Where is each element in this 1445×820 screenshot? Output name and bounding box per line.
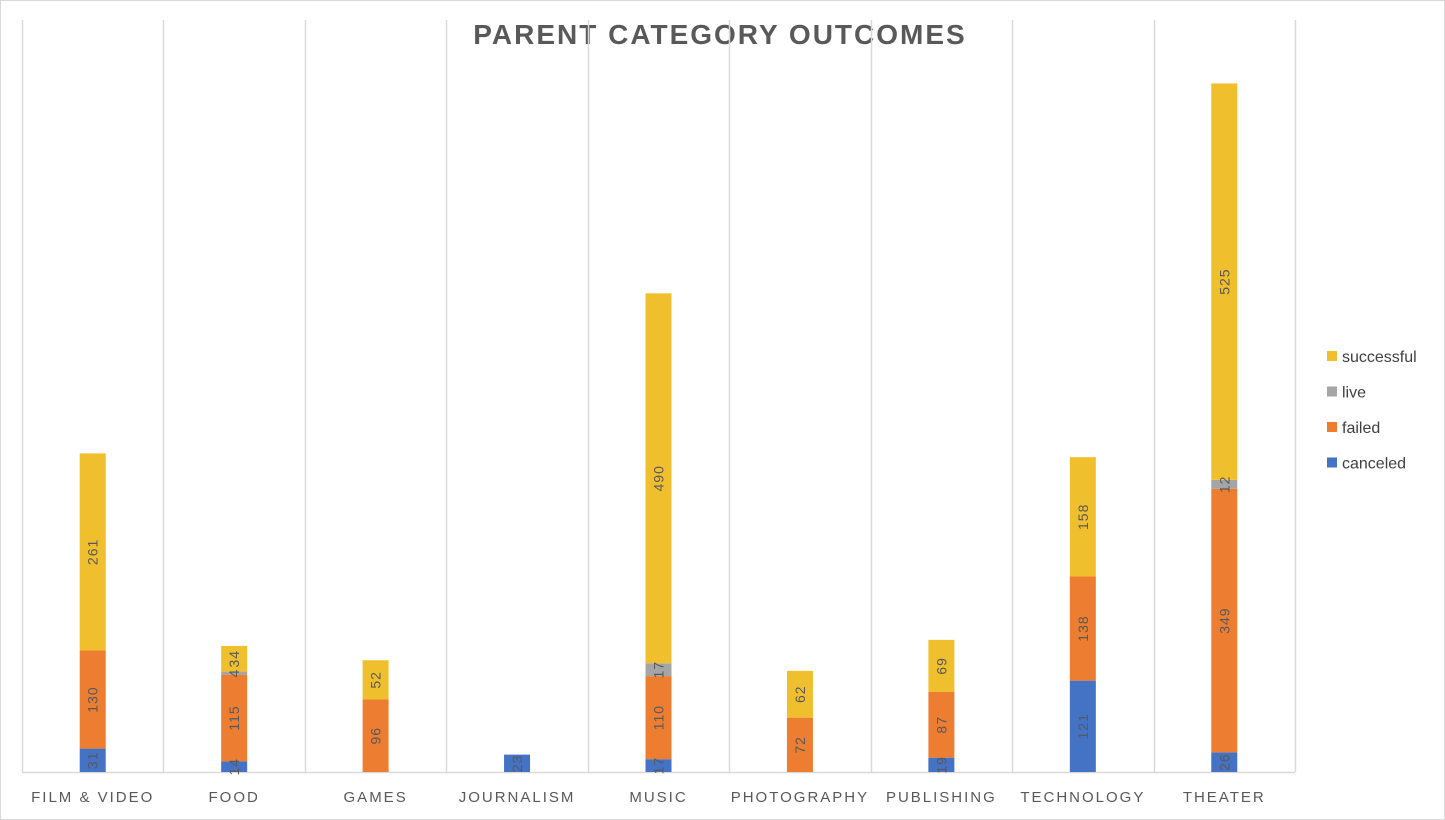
bar-successful[interactable] (362, 660, 389, 700)
bar-successful[interactable] (221, 645, 248, 672)
data-label-failed: 138 (1075, 615, 1091, 641)
gridlines (21, 20, 1297, 774)
data-label-canceled: 17 (651, 757, 667, 775)
data-label-failed: 130 (85, 686, 101, 712)
legend-item-canceled[interactable]: canceled (1327, 456, 1406, 473)
bar-failed[interactable] (1211, 488, 1238, 753)
data-label-canceled: 31 (85, 752, 101, 770)
legend-item-live[interactable]: live (1327, 385, 1366, 402)
data-label-successful: 525 (1216, 268, 1232, 294)
legend-label: successful (1342, 349, 1417, 366)
x-tick-label: FILM & VIDEO (31, 789, 154, 806)
bar-successful[interactable] (1069, 457, 1096, 577)
data-label-successful: 62 (792, 685, 808, 703)
legend-label: failed (1342, 420, 1380, 437)
bar-canceled[interactable] (1069, 680, 1096, 772)
bar-successful[interactable] (79, 453, 106, 651)
data-label-live: 17 (651, 661, 667, 679)
bar-failed[interactable] (1069, 576, 1096, 681)
bar-canceled[interactable] (645, 759, 672, 772)
bars (79, 83, 1238, 772)
data-label-failed: 72 (792, 736, 808, 754)
bar-canceled[interactable] (928, 757, 955, 772)
x-tick-label: PHOTOGRAPHY (731, 789, 869, 806)
legend-label: canceled (1342, 456, 1406, 473)
data-label-successful: 34 (226, 650, 242, 668)
bar-failed[interactable] (362, 699, 389, 772)
bar-live[interactable] (221, 671, 248, 675)
x-tick-label: MUSIC (629, 789, 687, 806)
bar-live[interactable] (1211, 479, 1238, 489)
bar-canceled[interactable] (79, 748, 106, 772)
x-tick-label: GAMES (344, 789, 408, 806)
data-label-failed: 110 (651, 705, 667, 730)
bar-failed[interactable] (786, 717, 813, 772)
data-label-successful: 261 (85, 539, 101, 565)
bar-failed[interactable] (645, 676, 672, 760)
bar-successful[interactable] (786, 670, 813, 718)
bar-canceled[interactable] (504, 754, 531, 772)
legend[interactable]: successful live failed canceled (1327, 349, 1417, 473)
legend-item-successful[interactable]: successful (1327, 349, 1417, 366)
x-tick-label: JOURNALISM (459, 789, 576, 806)
legend-item-failed[interactable]: failed (1327, 420, 1380, 437)
x-tick-label: FOOD (208, 789, 259, 806)
data-label-successful: 69 (933, 657, 949, 675)
bar-canceled[interactable] (221, 761, 248, 772)
data-label-failed: 349 (1216, 607, 1232, 633)
data-label-live: 4 (226, 669, 242, 678)
legend-swatch (1327, 457, 1337, 468)
data-label-canceled: 26 (1216, 753, 1232, 771)
bar-canceled[interactable] (1211, 752, 1238, 772)
chart-title: PARENT CATEGORY OUTCOMES (473, 19, 966, 50)
data-label-live: 12 (1216, 476, 1232, 494)
bar-failed[interactable] (221, 674, 248, 762)
data-labels: 31 130 261 14 115 434 96 52 23 17 110 17 490 72 62 19 87… (85, 268, 1233, 775)
x-tick-label: PUBLISHING (886, 789, 997, 806)
data-label-canceled: 121 (1075, 713, 1091, 739)
data-label-failed: 87 (933, 716, 949, 734)
bar-failed[interactable] (928, 691, 955, 758)
x-tick-label: TECHNOLOGY (1020, 789, 1145, 806)
bar-live[interactable] (645, 663, 672, 677)
data-label-canceled: 23 (509, 755, 525, 773)
data-label-successful: 52 (368, 671, 384, 689)
bar-failed[interactable] (79, 650, 106, 749)
data-label-successful: 158 (1075, 504, 1091, 530)
bar-successful[interactable] (645, 293, 672, 664)
x-tick-label: THEATER (1183, 789, 1266, 806)
legend-swatch (1327, 422, 1337, 432)
legend-swatch (1327, 351, 1337, 361)
data-label-successful: 490 (651, 465, 667, 491)
x-axis-tick-labels: FILM & VIDEO FOOD GAMES JOURNALISM MUSIC PHOT… (31, 789, 1266, 806)
data-label-canceled: 19 (933, 756, 949, 774)
data-label-failed: 115 (226, 705, 242, 730)
legend-swatch (1327, 386, 1337, 397)
legend-label: live (1342, 385, 1366, 402)
data-label-canceled: 14 (226, 758, 242, 776)
data-label-failed: 96 (368, 727, 384, 745)
bar-successful[interactable] (1211, 83, 1238, 480)
bar-successful[interactable] (928, 639, 955, 692)
